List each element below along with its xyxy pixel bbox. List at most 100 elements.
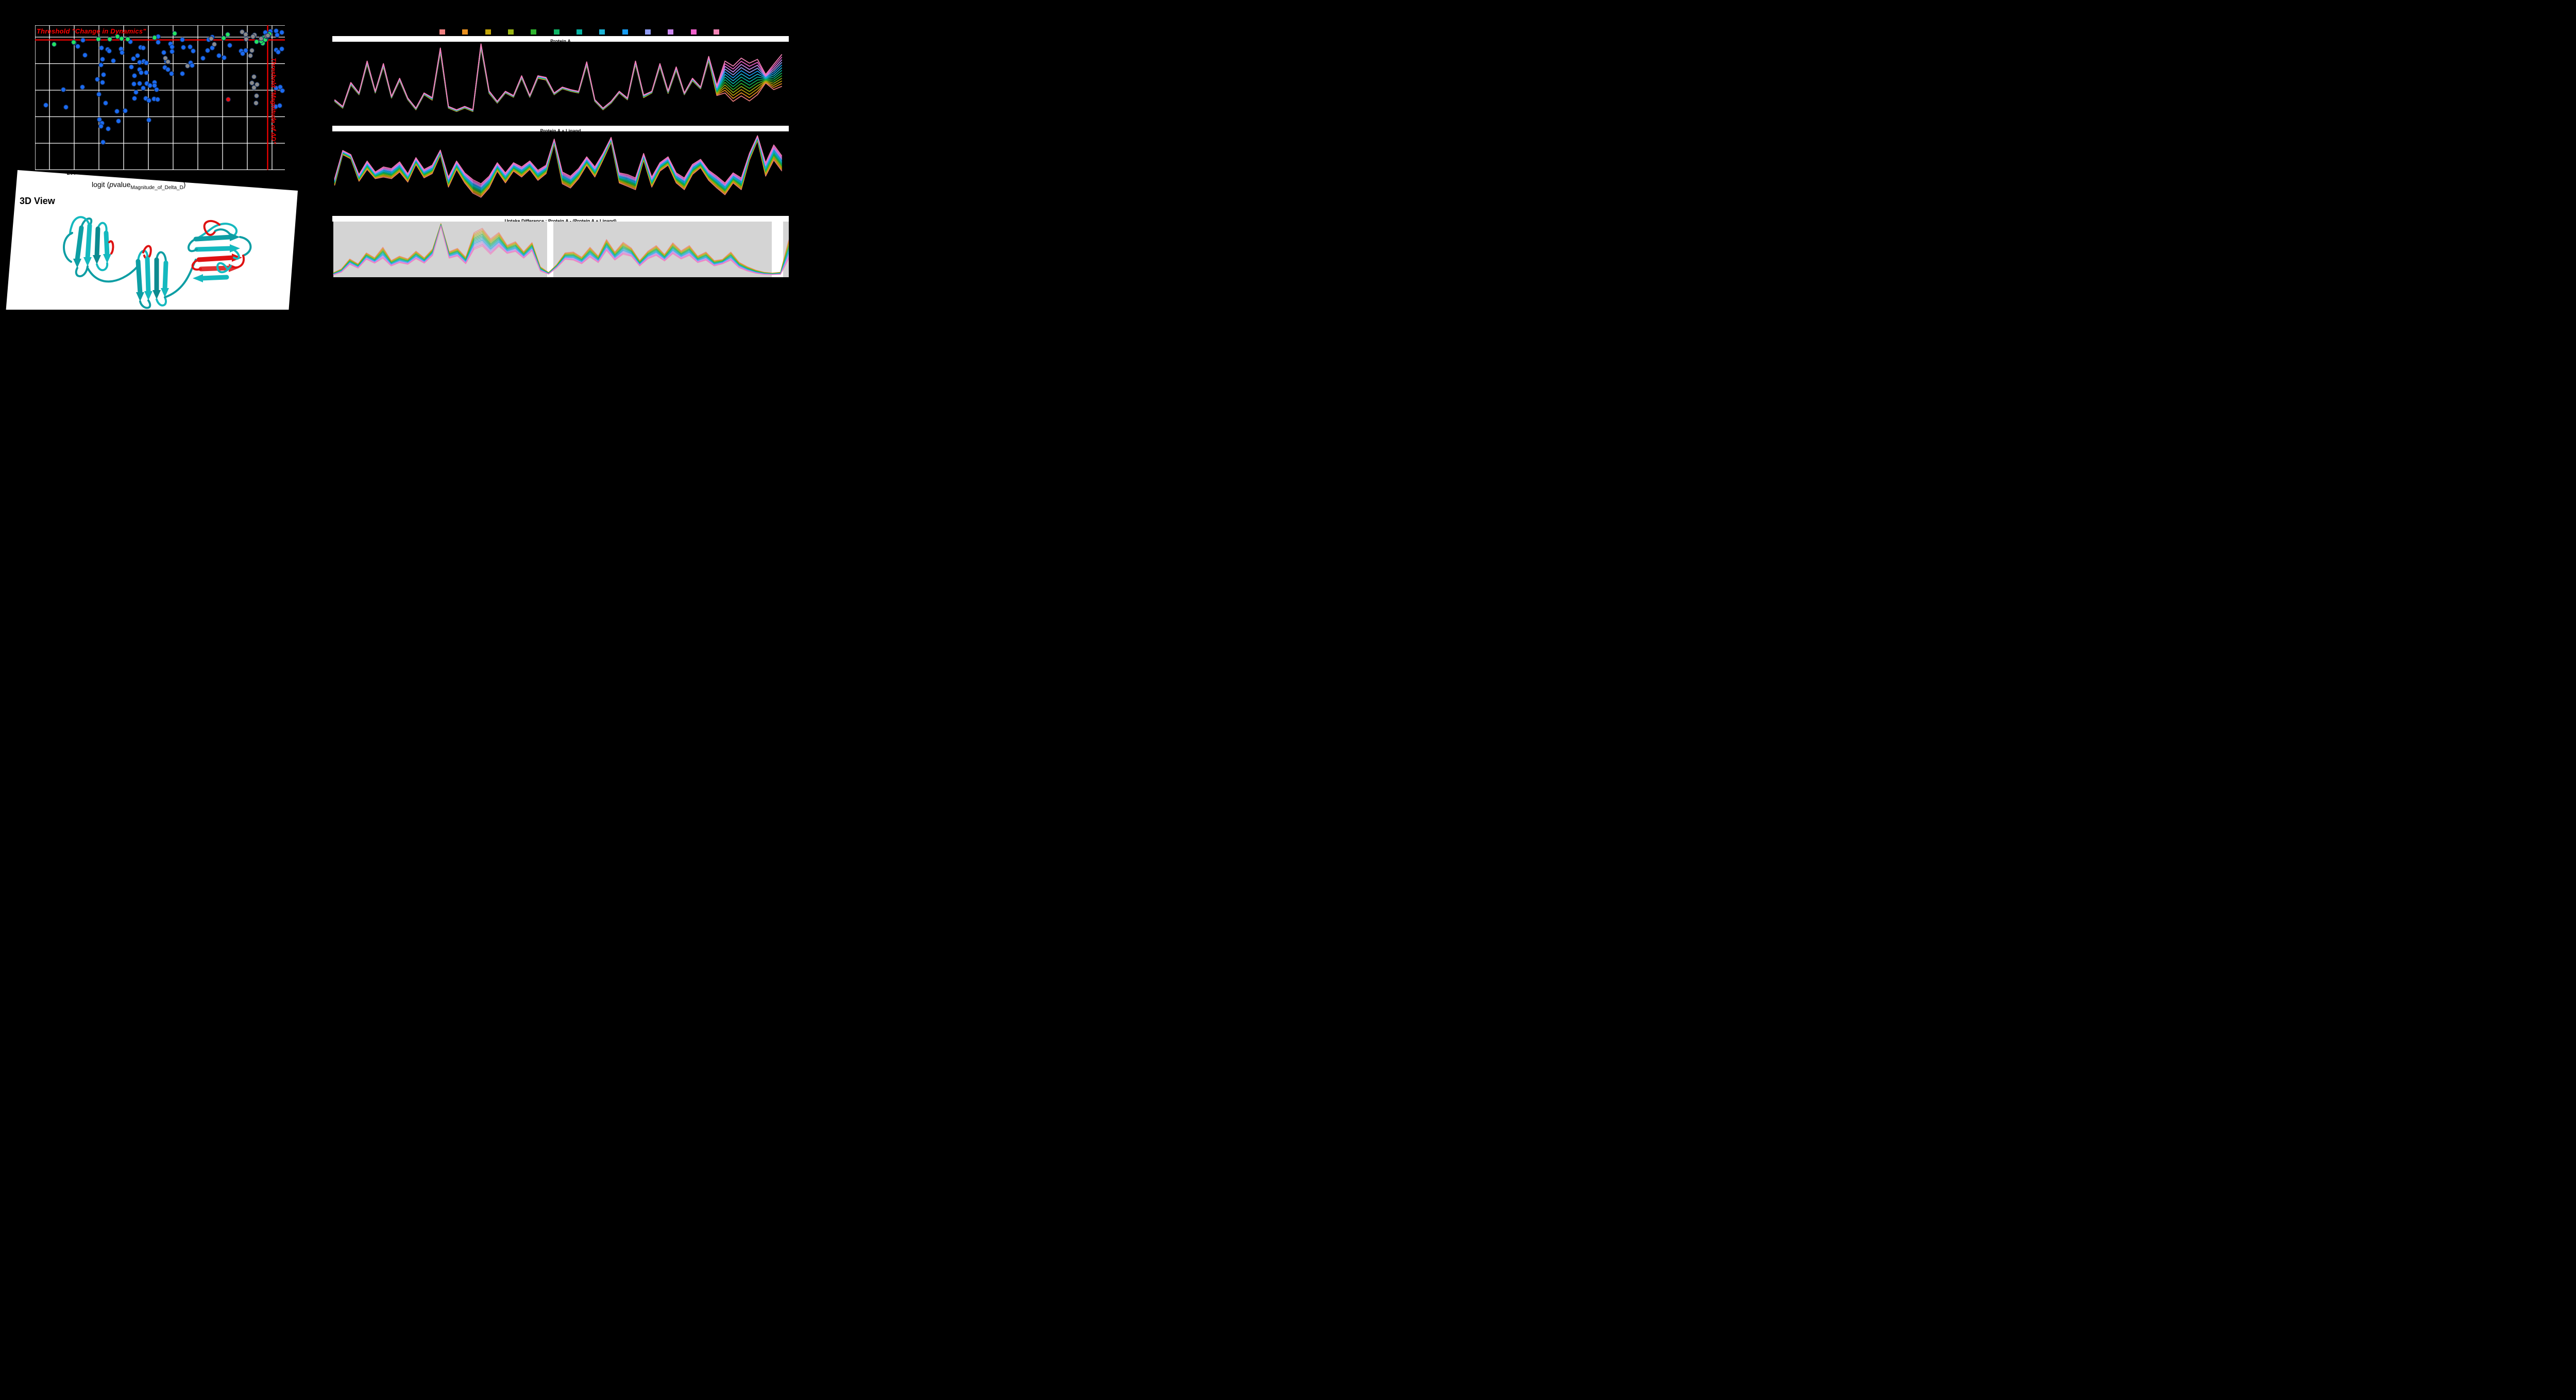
scatter-point-blue-points[interactable] xyxy=(132,73,137,78)
scatter-point-blue-points[interactable] xyxy=(180,71,185,76)
scatter-point-blue-points[interactable] xyxy=(137,60,142,65)
scatter-point-green-points[interactable] xyxy=(119,36,124,41)
scatter-point-blue-points[interactable] xyxy=(139,70,144,75)
scatter-point-blue-points[interactable] xyxy=(99,45,104,50)
uptake-line-series-9[interactable] xyxy=(333,225,789,275)
scatter-point-gray-points[interactable] xyxy=(254,93,259,98)
uptake-difference-chart[interactable] xyxy=(332,222,789,277)
scatter-point-green-points[interactable] xyxy=(107,37,112,42)
scatter-point-gray-points[interactable] xyxy=(251,85,257,90)
legend-swatch-9[interactable] xyxy=(622,29,628,35)
scatter-point-blue-points[interactable] xyxy=(116,119,121,124)
scatter-point-blue-points[interactable] xyxy=(106,126,111,131)
scatter-point-blue-points[interactable] xyxy=(181,45,186,50)
scatter-point-blue-points[interactable] xyxy=(141,45,146,50)
scatter-point-blue-points[interactable] xyxy=(111,58,116,63)
scatter-point-red-points[interactable] xyxy=(226,97,231,102)
scatter-point-green-points[interactable] xyxy=(254,39,259,44)
scatter-point-blue-points[interactable] xyxy=(170,49,175,54)
uptake-line-series-7[interactable] xyxy=(333,224,789,275)
legend-swatch-6[interactable] xyxy=(553,29,560,35)
scatter-point-gray-points[interactable] xyxy=(250,34,256,39)
scatter-point-blue-points[interactable] xyxy=(61,87,66,92)
scatter-point-blue-points[interactable] xyxy=(97,117,102,122)
uptake-line-series-13[interactable] xyxy=(334,43,783,110)
scatter-point-blue-points[interactable] xyxy=(103,100,108,106)
scatter-point-blue-points[interactable] xyxy=(191,48,196,54)
scatter-point-blue-points[interactable] xyxy=(43,103,48,108)
scatter-point-blue-points[interactable] xyxy=(276,49,281,55)
scatter-point-green-points[interactable] xyxy=(225,32,230,37)
uptake-line-series-2[interactable] xyxy=(333,223,789,274)
legend-swatch-5[interactable] xyxy=(531,29,537,35)
scatter-point-blue-points[interactable] xyxy=(129,64,134,70)
scatter-point-blue-points[interactable] xyxy=(156,40,161,45)
scatter-point-gray-points[interactable] xyxy=(248,53,253,58)
legend-swatch-10[interactable] xyxy=(645,29,651,35)
scatter-point-blue-points[interactable] xyxy=(133,90,139,95)
scatter-point-blue-points[interactable] xyxy=(161,50,166,55)
scatter-point-blue-points[interactable] xyxy=(82,53,88,58)
scatter-point-blue-points[interactable] xyxy=(96,92,101,97)
legend-swatch-7[interactable] xyxy=(576,29,582,35)
scatter-point-green-points[interactable] xyxy=(71,40,76,45)
scatter-point-blue-points[interactable] xyxy=(114,109,120,114)
scatter-point-gray-points[interactable] xyxy=(255,82,260,87)
legend-swatch-11[interactable] xyxy=(668,29,674,35)
uptake-line-series-1[interactable] xyxy=(333,223,789,274)
scatter-point-blue-points[interactable] xyxy=(275,32,280,38)
scatter-point-green-points[interactable] xyxy=(221,36,226,41)
scatter-point-green-points[interactable] xyxy=(125,37,130,42)
scatter-point-gray-points[interactable] xyxy=(249,48,255,53)
scatter-point-blue-points[interactable] xyxy=(80,38,86,43)
scatter-point-gray-points[interactable] xyxy=(209,36,214,41)
scatter-point-green-points[interactable] xyxy=(172,31,177,36)
scatter-point-blue-points[interactable] xyxy=(98,124,104,129)
scatter-point-gray-points[interactable] xyxy=(249,80,255,86)
protein-ribbon-structure[interactable] xyxy=(36,212,273,310)
scatter-point-blue-points[interactable] xyxy=(146,117,151,123)
scatter-point-blue-points[interactable] xyxy=(190,63,195,68)
scatter-point-blue-points[interactable] xyxy=(137,81,142,86)
legend-swatch-8[interactable] xyxy=(599,29,605,35)
uptake-line-series-8[interactable] xyxy=(333,225,789,275)
scatter-point-blue-points[interactable] xyxy=(180,37,185,42)
scatter-point-blue-points[interactable] xyxy=(216,53,222,58)
scatter-point-blue-points[interactable] xyxy=(152,83,157,88)
scatter-point-blue-points[interactable] xyxy=(132,96,137,101)
uptake-line-series-13[interactable] xyxy=(333,226,789,276)
scatter-point-gray-points[interactable] xyxy=(259,36,264,41)
uptake-line-series-6[interactable] xyxy=(333,224,789,274)
scatter-point-blue-points[interactable] xyxy=(227,43,232,48)
scatter-point-blue-points[interactable] xyxy=(131,81,137,87)
legend-swatch-3[interactable] xyxy=(485,29,491,35)
scatter-point-blue-points[interactable] xyxy=(222,55,227,60)
scatter-point-blue-points[interactable] xyxy=(144,70,149,75)
scatter-point-blue-points[interactable] xyxy=(155,97,160,102)
legend-swatch-4[interactable] xyxy=(507,29,514,35)
3d-view-panel[interactable]: -200 -100 logit (pvalueMagnitude_of_Delt… xyxy=(5,170,298,310)
uptake-line-series-12[interactable] xyxy=(333,226,789,275)
scatter-point-blue-points[interactable] xyxy=(169,71,174,76)
scatter-point-blue-points[interactable] xyxy=(95,77,100,82)
legend-swatch-12[interactable] xyxy=(690,29,697,35)
scatter-point-blue-points[interactable] xyxy=(277,103,282,108)
scatter-point-blue-points[interactable] xyxy=(63,105,69,110)
uptake-line-series-10[interactable] xyxy=(333,225,789,275)
scatter-point-blue-points[interactable] xyxy=(100,57,105,62)
scatter-point-blue-points[interactable] xyxy=(101,72,106,77)
scatter-point-blue-points[interactable] xyxy=(75,44,80,49)
scatter-point-blue-points[interactable] xyxy=(154,87,159,92)
scatter-point-blue-points[interactable] xyxy=(100,80,105,85)
scatter-point-blue-points[interactable] xyxy=(120,50,125,55)
uptake-chart-protein-a[interactable] xyxy=(332,42,789,126)
scatter-point-gray-points[interactable] xyxy=(163,56,168,61)
scatter-point-blue-points[interactable] xyxy=(279,46,284,52)
scatter-point-blue-points[interactable] xyxy=(170,44,175,49)
scatter-point-blue-points[interactable] xyxy=(165,67,171,72)
scatter-point-blue-points[interactable] xyxy=(274,28,279,33)
scatter-point-gray-points[interactable] xyxy=(251,74,257,79)
uptake-line-series-13[interactable] xyxy=(334,135,783,184)
scatter-point-blue-points[interactable] xyxy=(123,108,128,113)
uptake-line-series-4[interactable] xyxy=(333,224,789,274)
